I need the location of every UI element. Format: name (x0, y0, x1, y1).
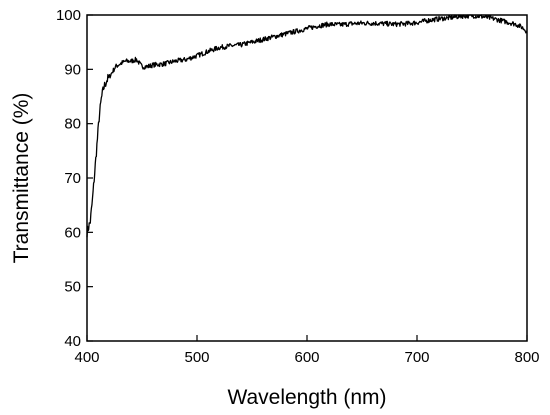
y-tick-label: 100 (56, 7, 81, 24)
y-axis-title: Transmittance (%) (10, 93, 33, 264)
y-tick-label: 50 (64, 279, 81, 296)
y-tick-label: 40 (64, 333, 81, 350)
x-axis-tick-labels: 400 500 600 700 800 (74, 349, 539, 366)
x-tick-label: 800 (514, 349, 539, 366)
y-tick-label: 90 (64, 61, 81, 78)
y-tick-label: 80 (64, 116, 81, 133)
x-tick-label: 600 (294, 349, 319, 366)
x-axis-title: Wavelength (nm) (227, 386, 386, 409)
x-tick-label: 400 (74, 349, 99, 366)
x-axis-ticks (86, 335, 528, 341)
y-axis-tick-labels: 40 50 60 70 80 90 100 (56, 7, 81, 350)
y-tick-label: 70 (64, 170, 81, 187)
y-axis-ticks (87, 14, 93, 342)
transmittance-series-line (86, 14, 528, 238)
x-tick-label: 500 (184, 349, 209, 366)
y-tick-label: 60 (64, 224, 81, 241)
x-tick-label: 700 (404, 349, 429, 366)
